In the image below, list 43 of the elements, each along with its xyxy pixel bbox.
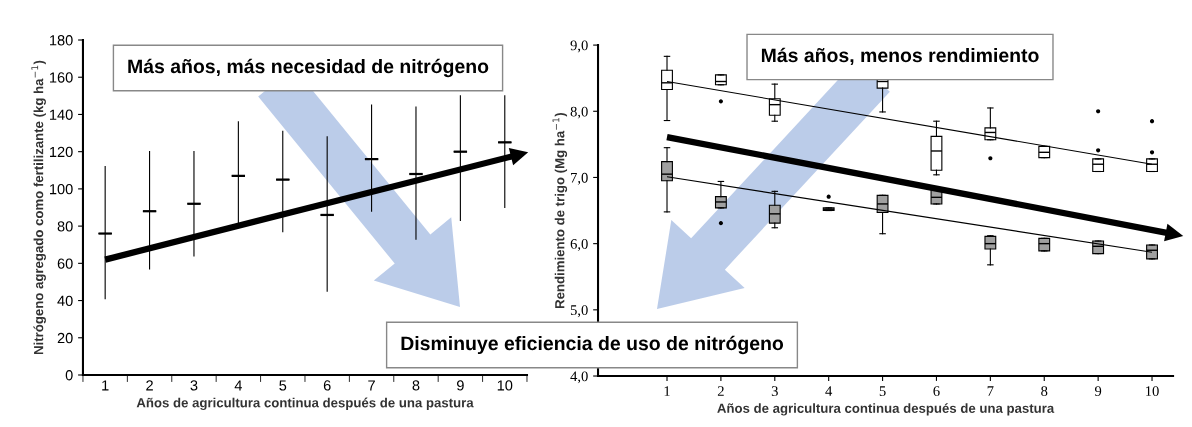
x-tick-label: 2	[146, 380, 153, 391]
annotation: Más años, más necesidad de nitrógeno	[128, 58, 489, 78]
x-tick-label: 2	[717, 386, 724, 396]
y-tick-label: 60	[57, 258, 73, 269]
x-tick-label: 4	[825, 386, 833, 396]
x-tick-label: 5	[279, 380, 287, 391]
y-tick-label: 140	[50, 109, 73, 120]
y-tick-label: 8,0	[570, 106, 588, 119]
y-tick-label: 5,0	[570, 305, 588, 318]
x-tick-label: 10	[497, 380, 513, 391]
y-tick-label: 80	[57, 221, 73, 232]
x-tick-label: 10	[1146, 386, 1159, 396]
x-tick-label: 1	[664, 386, 670, 396]
annotation: Disminuye eficiencia de uso de nitrógeno	[401, 335, 784, 355]
y-tick-label: 40	[57, 295, 73, 306]
x-tick-label: 7	[368, 380, 375, 391]
x-tick-label: 5	[879, 386, 886, 396]
x-axis-title: Años de agricultura continua después de una pastura	[717, 403, 1055, 416]
x-tick-label: 6	[933, 386, 940, 396]
x-axis-title: Años de agricultura continua después de una pastura	[136, 397, 474, 411]
y-tick-label: 20	[57, 332, 73, 344]
y-tick-label: 9,0	[570, 40, 588, 53]
y-tick-label: 4,0	[570, 371, 588, 384]
x-tick-label: 9	[1094, 386, 1102, 396]
y-tick-label: 0	[65, 370, 73, 381]
x-tick-label: 3	[771, 386, 778, 396]
x-tick-label: 7	[987, 386, 994, 396]
x-tick-label: 4	[234, 380, 242, 391]
y-tick-label: 180	[50, 35, 73, 46]
x-tick-label: 8	[1041, 386, 1048, 396]
y-axis-title: Nitrógeno agregado como fertilizante (kg ha$^{−1}$)	[31, 60, 46, 355]
y-tick-label: 6,0	[570, 239, 588, 251]
x-tick-label: 3	[190, 380, 198, 391]
x-tick-label: 6	[323, 380, 331, 391]
y-tick-label: 7,0	[571, 172, 588, 185]
y-tick-label: 120	[50, 146, 73, 158]
y-axis-title: Rendimiento de trigo (Mg ha$^{−1}$)	[552, 112, 568, 309]
x-tick-label: 1	[102, 380, 109, 391]
annotation: Más años, menos rendimiento	[761, 47, 1039, 66]
x-tick-label: 9	[457, 380, 464, 391]
y-tick-label: 160	[50, 72, 73, 83]
y-tick-label: 100	[50, 183, 73, 195]
x-tick-label: 8	[412, 380, 420, 391]
